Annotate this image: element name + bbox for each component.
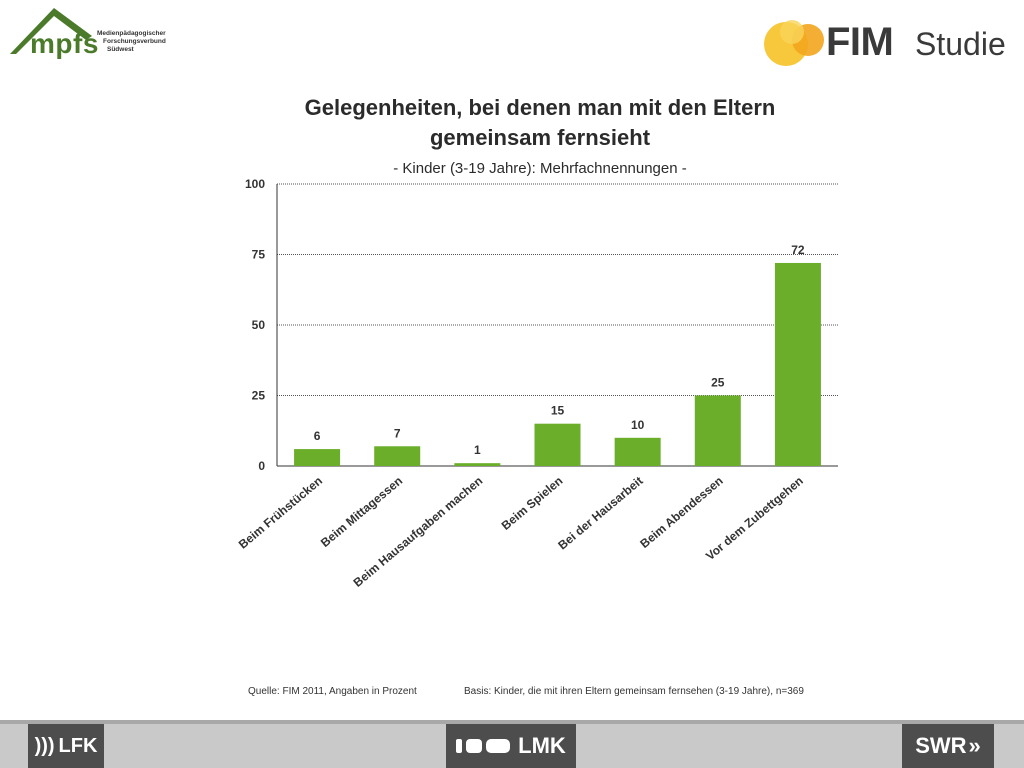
fim-wordmark: FIM: [826, 20, 894, 64]
data-label: 25: [711, 376, 725, 390]
bar: [294, 449, 341, 466]
mpfs-line1: Medienpädagogischer: [97, 30, 166, 37]
x-category-label: Beim Mittagessen: [318, 474, 405, 550]
bar: [374, 446, 421, 466]
bar-chart: 0 25 50 75 100 6 Beim Frühstücken 7 Beim Mittage…: [236, 177, 838, 590]
x-category-label: Beim Spielen: [499, 474, 566, 533]
bottom-divider: [0, 720, 1024, 724]
data-label: 15: [551, 404, 565, 418]
lmk-bars-icon: [456, 739, 511, 753]
lfk-logo: ))) LFK: [28, 724, 104, 768]
y-tick-label: 25: [252, 389, 266, 403]
x-category-label: Bei der Hausarbeit: [555, 474, 645, 553]
lfk-text: LFK: [58, 734, 98, 757]
x-category-label: Beim Abendessen: [637, 474, 725, 551]
mpfs-roof-icon: [10, 8, 92, 54]
y-tick-label: 75: [252, 248, 266, 262]
lmk-logo: LMK: [446, 724, 576, 768]
swr-logo: SWR »: [902, 724, 994, 768]
mpfs-wordmark: mpfs: [30, 28, 99, 59]
chart-title: Gelegenheiten, bei denen man mit den Elt…: [240, 93, 840, 153]
mpfs-line3: Südwest: [107, 46, 134, 53]
studie-wordmark: Studie: [915, 26, 1006, 62]
bar: [694, 395, 741, 466]
source-note: Quelle: FIM 2011, Angaben in Prozent: [248, 686, 417, 697]
chart-footer: Quelle: FIM 2011, Angaben in Prozent Bas…: [248, 686, 848, 697]
x-category-label: Beim Hausaufgaben machen: [351, 474, 486, 590]
data-label: 1: [474, 443, 481, 457]
swr-arrows-icon: »: [968, 733, 981, 758]
lmk-text: LMK: [518, 733, 566, 758]
lfk-wave-icon: ))): [34, 734, 55, 757]
y-tick-label: 0: [258, 459, 265, 473]
bar: [454, 463, 501, 466]
chart-title-line1: Gelegenheiten, bei denen man mit den Elt…: [304, 95, 776, 120]
fim-circles-icon: [764, 20, 824, 66]
data-label: 7: [394, 426, 401, 440]
bar: [614, 437, 661, 466]
y-tick-label: 50: [252, 318, 266, 332]
chart-subtitle: - Kinder (3-19 Jahre): Mehrfachnennungen…: [393, 160, 687, 177]
bar: [774, 262, 821, 466]
mpfs-line2: Forschungsverbund: [103, 38, 166, 45]
chart-title-line2: gemeinsam fernsieht: [429, 125, 651, 150]
bar: [534, 423, 581, 466]
data-label: 10: [631, 418, 645, 432]
data-label: 6: [314, 429, 321, 443]
basis-note: Basis: Kinder, die mit ihren Eltern geme…: [464, 686, 804, 697]
x-category-label: Beim Frühstücken: [236, 474, 325, 552]
data-label: 72: [791, 243, 805, 257]
y-tick-label: 100: [245, 177, 265, 191]
swr-text: SWR: [915, 733, 967, 758]
mpfs-subtitle: Medienpädagogischer Forschungsverbund Sü…: [97, 30, 177, 54]
